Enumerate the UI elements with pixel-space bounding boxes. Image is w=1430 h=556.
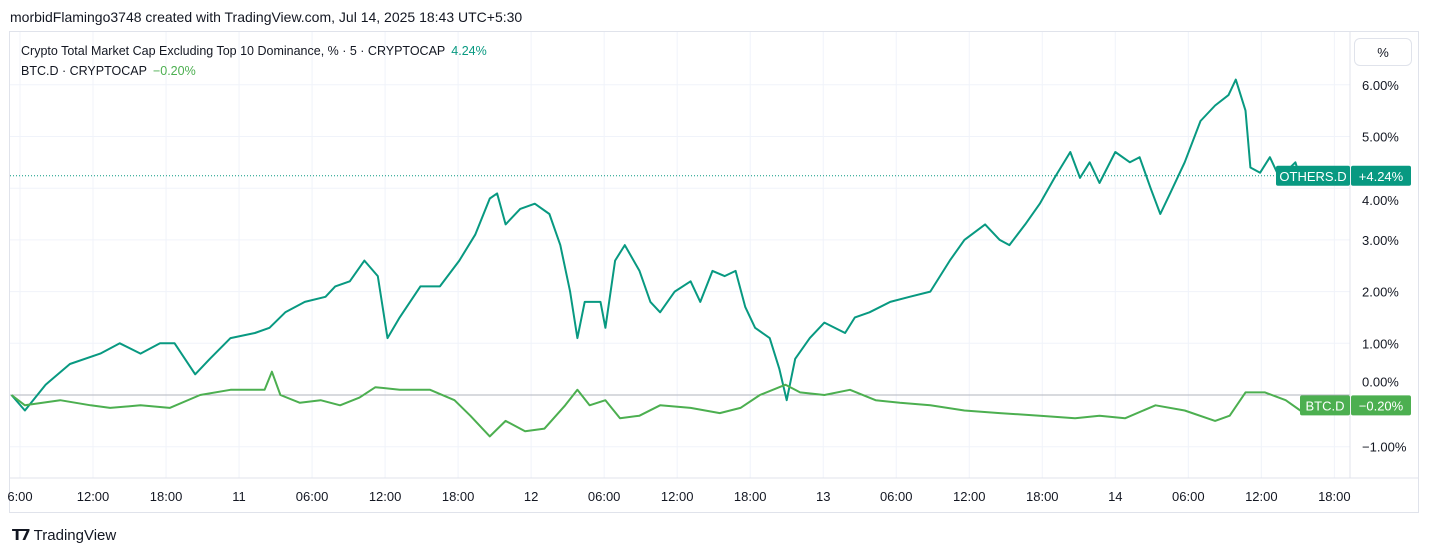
last-value-tag (1351, 395, 1411, 416)
x-tick-label: 14 (1108, 489, 1122, 504)
series-name-label: BTC.D (1306, 398, 1345, 413)
y-tick-label: 1.00% (1362, 336, 1399, 351)
legend-label: BTC.D · CRYPTOCAP (21, 64, 147, 78)
x-tick-label: 13 (816, 489, 830, 504)
legend-value: −0.20% (152, 64, 196, 78)
legend-label: Crypto Total Market Cap Excluding Top 10… (21, 44, 446, 58)
tradingview-logo-mark-icon: 𝗧𝟳 (12, 527, 31, 544)
series-name-label: OTHERS.D (1279, 169, 1346, 184)
legend-others[interactable]: Crypto Total Market Cap Excluding Top 10… (21, 44, 487, 58)
series-name-tag (1276, 165, 1350, 186)
percent-scale-button[interactable]: % (1354, 38, 1412, 66)
chart-frame (9, 31, 1419, 513)
legend-value: 4.24% (451, 44, 487, 58)
series-line-btc-d (10, 370, 1321, 438)
last-value-tag (1351, 165, 1411, 186)
legend-btcd[interactable]: BTC.D · CRYPTOCAP −0.20% (21, 64, 196, 78)
x-tick-label: 6:00 (7, 489, 32, 504)
x-tick-label: 12:00 (953, 489, 986, 504)
tradingview-logo[interactable]: 𝗧𝟳 TradingView (12, 526, 117, 545)
y-tick-label: 2.00% (1362, 285, 1399, 300)
x-tick-label: 06:00 (1172, 489, 1205, 504)
y-tick-label: 0.00% (1362, 374, 1399, 389)
series-line-others-d (10, 78, 1329, 412)
x-tick-label: 06:00 (880, 489, 913, 504)
y-tick-label: 3.00% (1362, 233, 1399, 248)
y-tick-label: 6.00% (1362, 78, 1399, 93)
x-tick-label: 12 (524, 489, 538, 504)
x-tick-label: 11 (232, 489, 246, 504)
x-tick-label: 06:00 (588, 489, 621, 504)
x-tick-label: 12:00 (369, 489, 402, 504)
logo-text: TradingView (33, 526, 117, 544)
last-value-label: −0.20% (1359, 398, 1404, 413)
x-tick-label: 12:00 (77, 489, 110, 504)
series-name-tag (1300, 395, 1350, 416)
x-tick-label: 18:00 (150, 489, 183, 504)
attribution: morbidFlamingo3748 created with TradingV… (10, 9, 523, 25)
x-tick-label: 12:00 (1245, 489, 1278, 504)
y-tick-label: 4.00% (1362, 193, 1399, 208)
y-tick-label: −1.00% (1362, 440, 1407, 455)
x-tick-label: 18:00 (1318, 489, 1351, 504)
x-tick-label: 12:00 (661, 489, 694, 504)
x-tick-label: 06:00 (296, 489, 329, 504)
x-tick-label: 18:00 (442, 489, 475, 504)
x-tick-label: 18:00 (1026, 489, 1059, 504)
x-tick-label: 18:00 (734, 489, 767, 504)
last-value-label: +4.24% (1359, 169, 1404, 184)
y-tick-label: 5.00% (1362, 130, 1399, 145)
